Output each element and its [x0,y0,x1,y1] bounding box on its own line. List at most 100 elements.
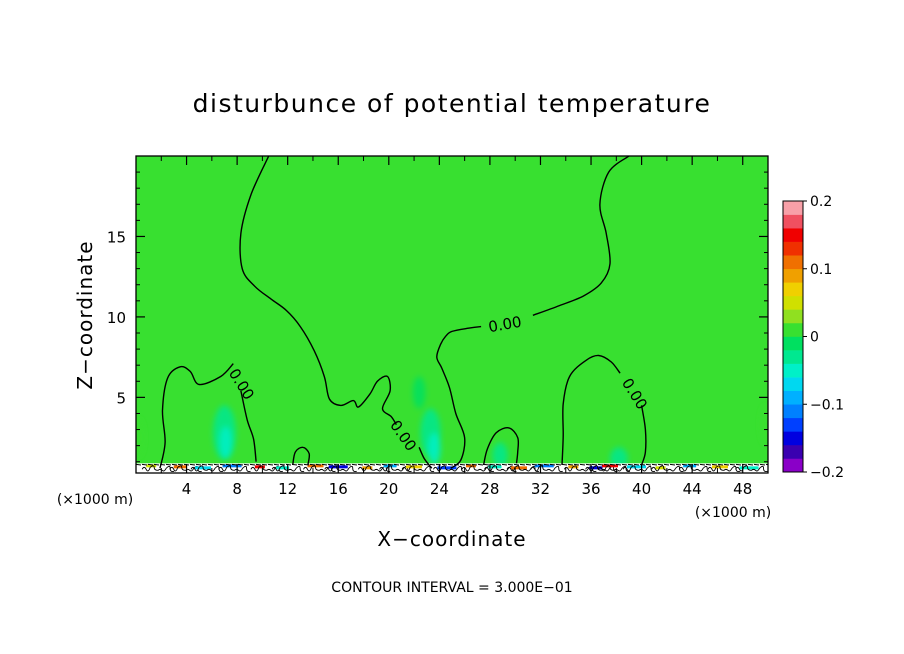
colorbar-swatch [783,363,803,378]
surface-top-line [441,463,448,466]
surface-top-line [219,463,226,466]
surface-top-line [483,463,490,466]
surface-contour [218,465,251,472]
surface-top-line [591,463,598,466]
colorbar-tick-label: 0 [810,330,819,346]
surface-contour [597,465,631,472]
surface-top-line [489,463,496,466]
surface-top-line [735,463,742,466]
surface-spot [488,465,502,469]
colorbar-tick-label: −0.1 [810,397,844,413]
surface-top-line [747,463,754,466]
surface-top-line [153,463,160,466]
plot-frame [135,155,769,474]
surface-contour [506,465,540,472]
surface-spot [534,464,554,468]
y-axis-label: Z−coordinate [73,240,97,389]
surface-top-line [669,463,676,466]
x-tick-label: 40 [632,480,651,498]
surface-top-line [465,463,472,466]
y-axis: 5 10 15 [107,171,768,463]
surface-top-line [405,463,412,466]
surface-spot [146,464,157,468]
surface-top-line [639,463,646,466]
anomaly-patch [492,442,508,469]
colorbar-swatch [783,390,803,405]
surface-top-line [345,463,352,466]
surface-contour [678,465,712,472]
y-tick-label: 10 [107,309,126,327]
contour-interval-note: CONTOUR INTERVAL = 3.000E−01 [331,580,572,596]
colorbar-swatch [783,350,803,364]
colorbar-swatch [783,444,803,459]
surface-top-line [279,463,286,466]
colorbar-swatch [783,431,803,446]
surface-top-line [171,463,178,466]
surface-top-line [603,463,610,466]
surface-top-line [495,463,502,466]
surface-contour [190,465,224,472]
surface-contour [622,465,656,472]
contour-main-upper-right [532,156,630,316]
surface-contour [651,465,684,472]
surface-top-line [147,463,154,466]
surface-top-line [645,463,652,466]
surface-top-line [555,463,562,466]
colorbar-swatch [783,458,803,473]
x-tick-label: 48 [733,480,752,498]
x-tick-label: 8 [232,480,242,498]
surface-top-line [285,463,292,466]
surface-top-line [759,463,766,466]
surface-top-line [573,463,580,466]
surface-top-line [435,463,442,466]
surface-spot [437,466,457,470]
x-axis: 4 8 12 16 20 24 28 32 36 40 44 48 [160,156,752,498]
surface-top-line [207,463,214,466]
surface-top-line [699,463,706,466]
surface-top-line [321,463,328,466]
surface-top-line [765,463,768,466]
surface-spot [173,465,187,469]
surface-top-line [429,463,436,466]
x-axis-label: X−coordinate [377,527,526,551]
surface-top-line [237,463,244,466]
surface-top-line [459,463,466,466]
surface-spot [222,464,242,468]
contour-left-bump-lower [240,390,257,462]
surface-top-line [225,463,232,466]
contour-small-13 [292,446,311,466]
plot-area: 0.000.000.000.00 4 8 12 16 20 24 28 32 36 40 44 48 … [107,155,769,498]
surface-top-line [525,463,532,466]
surface-contour [433,465,466,472]
surface-top-line [693,463,700,466]
surface-top-line [729,463,736,466]
contour-label: 0.00 [487,313,523,337]
surface-top-line [543,463,550,466]
surface-top-line [711,463,718,466]
surface-top-line [165,463,172,466]
surface-top-line [231,463,238,466]
contour-main-right [436,325,482,469]
surface-top-line [501,463,508,466]
y-tick-label: 5 [116,389,126,407]
surface-top-line [255,463,262,466]
contour-right-bump-left [561,354,621,466]
surface-top-line [477,463,484,466]
colorbar-swatch [783,228,803,242]
surface-top-line [579,463,586,466]
colorbar-swatch [783,214,803,229]
colorbar-swatch [783,377,803,391]
surface-top-line [357,463,364,466]
surface-top-line [627,463,634,466]
surface-top-line [327,463,334,466]
contour-right-bump-right [640,405,647,466]
colorbar-swatch [783,255,803,270]
anomaly-patch [136,418,144,457]
x-tick-label: 20 [379,480,398,498]
surface-top-line [681,463,688,466]
surface-layer [136,463,768,473]
colorbar-swatch [783,268,803,283]
surface-contour [735,465,768,472]
surface-top-line [267,463,274,466]
